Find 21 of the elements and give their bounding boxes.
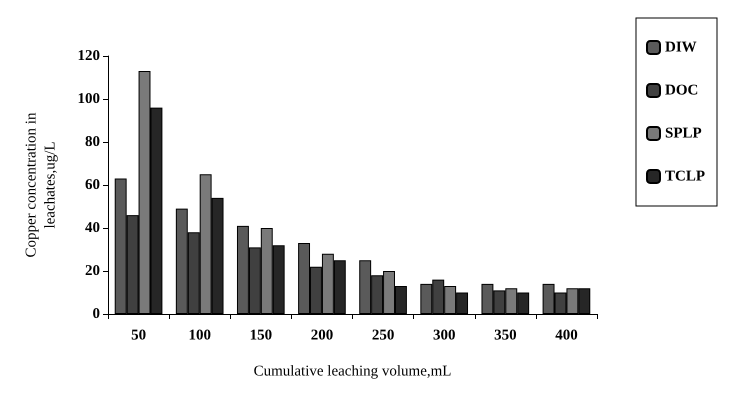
y-tick-label: 0 [92, 306, 100, 322]
y-tick-label: 100 [78, 91, 100, 107]
x-tick-label: 250 [372, 328, 394, 344]
y-tick-label: 60 [85, 177, 100, 193]
y-tick-label: 20 [85, 263, 100, 279]
x-tick-label: 400 [555, 328, 578, 344]
legend-label: SPLP [664, 126, 702, 142]
legend-label: DIW [664, 40, 697, 56]
x-tick-label: 200 [310, 328, 334, 344]
y-tick-label: 80 [85, 134, 100, 150]
x-tick-label: 350 [494, 328, 517, 344]
x-axis-title: Cumulative leaching volume,mL [254, 364, 452, 380]
y-tick-label: 120 [78, 48, 100, 64]
x-tick-label: 300 [432, 328, 456, 344]
x-tick-label: 50 [131, 328, 146, 344]
legend-label: DOC [664, 82, 698, 98]
x-tick-label: 100 [188, 328, 211, 344]
legend-label: TCLP [664, 168, 706, 184]
x-tick-label: 150 [250, 328, 272, 344]
y-tick-label: 40 [85, 220, 100, 236]
y-axis-title: Copper concentration in leachates,ug/L [24, 112, 58, 258]
